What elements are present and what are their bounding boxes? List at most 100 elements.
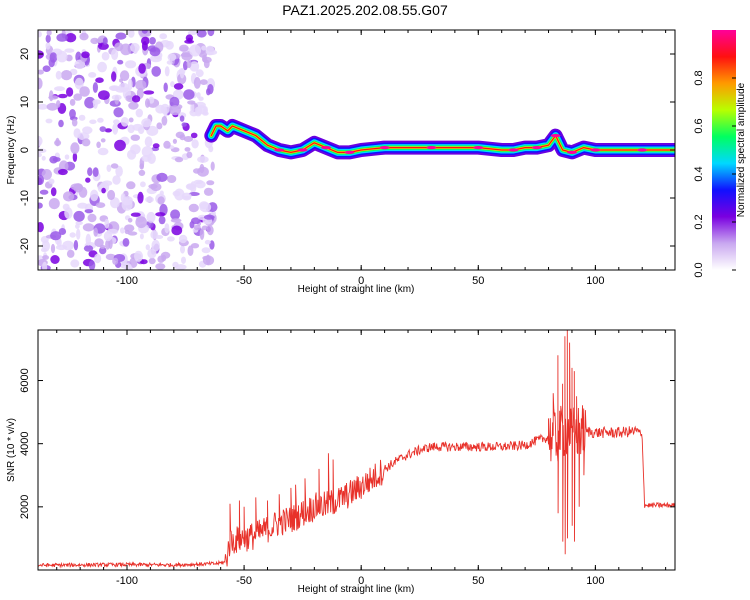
noise-blob [199, 202, 212, 213]
noise-blob [38, 152, 42, 158]
noise-blob [189, 44, 202, 57]
noise-blob [48, 95, 59, 100]
snr-x-ticks: -100 -50 0 50 100 [56, 330, 667, 587]
x-tick-label: 50 [472, 575, 484, 587]
noise-blob [55, 244, 67, 251]
noise-blob [169, 105, 182, 116]
noise-blob [88, 72, 97, 78]
noise-blob [38, 103, 48, 110]
noise-blob [180, 245, 185, 254]
noise-blob [130, 144, 141, 155]
noise-blob [144, 136, 153, 147]
noise-blob [87, 213, 97, 223]
noise-blob [149, 47, 161, 57]
noise-blob [69, 109, 76, 119]
noise-blob [199, 163, 205, 174]
noise-blob [141, 30, 148, 34]
noise-blob [79, 32, 89, 41]
noise-blob [64, 207, 73, 219]
noise-blob [187, 245, 194, 256]
noise-blob [120, 117, 129, 127]
y-tick-label: -20 [19, 238, 31, 254]
noise-blob [66, 87, 74, 97]
ridge-peak [473, 146, 484, 150]
noise-blob [125, 60, 137, 69]
noise-blob [114, 139, 126, 152]
noise-blob [138, 63, 146, 74]
noise-blob [166, 175, 177, 183]
noise-blob [97, 117, 104, 123]
noise-blob [41, 155, 46, 161]
noise-blob [56, 50, 68, 63]
noise-blob [82, 126, 93, 135]
noise-blob [96, 141, 101, 149]
noise-blob [75, 223, 80, 229]
noise-blob [126, 181, 136, 190]
noise-blob [63, 191, 75, 202]
noise-blob [58, 168, 68, 176]
noise-blob [139, 233, 144, 240]
y-tick-label: 6000 [19, 368, 31, 392]
noise-blob [155, 263, 166, 270]
noise-blob [127, 218, 133, 223]
colorbar-tick-label: 0.2 [693, 214, 705, 229]
x-tick-label: 0 [358, 275, 364, 287]
noise-blob [82, 223, 95, 232]
noise-blob [69, 98, 76, 106]
noise-blob [52, 157, 61, 162]
y-tick-label: 2000 [19, 495, 31, 519]
noise-blob [186, 60, 192, 69]
noise-blob [124, 224, 135, 232]
ridge-peak [379, 146, 390, 150]
noise-blob [70, 183, 83, 191]
noise-blob [151, 239, 160, 252]
noise-blob [191, 139, 199, 149]
noise-blob [100, 138, 106, 143]
noise-blob [79, 86, 90, 97]
noise-blob [45, 34, 51, 43]
noise-blob [159, 190, 164, 196]
noise-blob [73, 210, 85, 222]
noise-blob [206, 180, 215, 186]
x-tick-label: 100 [586, 275, 604, 287]
noise-blob [170, 209, 181, 220]
noise-blob [38, 77, 43, 90]
noise-blob [179, 134, 186, 141]
noise-blob [97, 42, 109, 50]
noise-blob [93, 99, 98, 109]
noise-blob [179, 68, 185, 79]
noise-blob [172, 190, 181, 197]
x-tick-label: 0 [358, 575, 364, 587]
noise-blob [38, 222, 44, 233]
noise-blob [111, 71, 117, 82]
noise-blob [107, 189, 116, 201]
y-tick-label: 10 [19, 96, 31, 108]
noise-blob [45, 118, 53, 124]
noise-blob [95, 77, 104, 83]
noise-blob [106, 164, 112, 172]
noise-blob [196, 30, 207, 38]
noise-blob [201, 225, 209, 231]
noise-blob [85, 233, 92, 246]
colorbar: 0.0 0.2 0.4 0.6 0.8 Normalized spectral ampl… [693, 30, 747, 278]
noise-blob [183, 60, 188, 71]
noise-blob [113, 107, 124, 118]
noise-blob [145, 98, 150, 108]
noise-blob [130, 212, 141, 217]
noise-blob [111, 48, 119, 61]
noise-blob [201, 45, 207, 51]
snr-frame [37, 329, 676, 571]
noise-blob [40, 247, 48, 253]
noise-blob [84, 209, 94, 214]
noise-blob [94, 238, 104, 248]
noise-blob [50, 231, 62, 241]
noise-blob [76, 228, 81, 240]
x-tick-label: 100 [586, 575, 604, 587]
noise-blob [94, 253, 102, 264]
noise-blob [101, 187, 106, 194]
ridge-peak [508, 148, 519, 152]
ridge-peak [274, 148, 285, 152]
snr-line-path [38, 330, 675, 569]
noise-blob [64, 48, 75, 53]
